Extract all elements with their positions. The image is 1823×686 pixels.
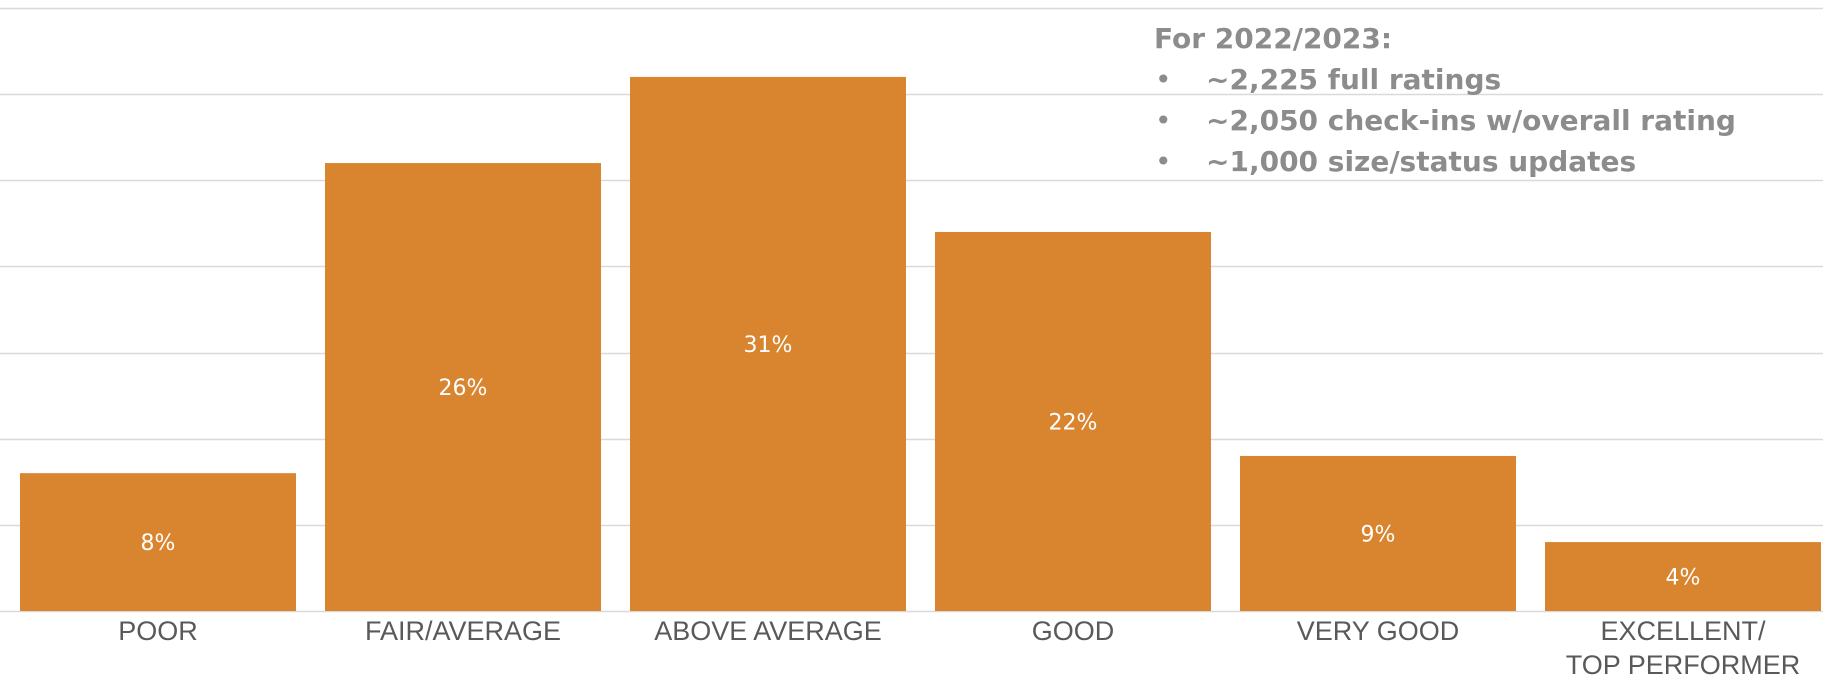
category-label: FAIR/AVERAGE xyxy=(365,616,561,646)
data-label: 4% xyxy=(1666,566,1701,591)
data-label: 26% xyxy=(439,376,488,401)
note-item: • ~1,000 size/status updates xyxy=(1154,141,1736,182)
bars xyxy=(20,76,1821,612)
bullet-icon: • xyxy=(1155,63,1172,96)
category-labels: POOR FAIR/AVERAGE ABOVE AVERAGE GOOD VERY GO… xyxy=(118,616,1800,680)
bar xyxy=(1545,542,1821,611)
bar xyxy=(1240,455,1516,611)
category-label: ABOVE AVERAGE xyxy=(654,616,882,646)
bullet-icon: • xyxy=(1155,104,1172,137)
category-label: POOR xyxy=(118,616,198,646)
data-label: 9% xyxy=(1361,522,1396,547)
note-item: • ~2,225 full ratings xyxy=(1154,59,1736,100)
bar xyxy=(325,163,601,612)
summary-note: For 2022/2023: • ~2,225 full ratings • ~2,… xyxy=(1154,18,1736,182)
data-labels: 8% 26% 31% 22% 9% 4% xyxy=(141,333,1701,591)
gridlines xyxy=(0,7,1823,613)
note-list: • ~2,225 full ratings • ~2,050 check-ins w… xyxy=(1154,59,1736,182)
bullet-icon: • xyxy=(1155,145,1172,178)
data-label: 8% xyxy=(141,531,176,556)
note-item-text: ~2,050 check-ins w/overall rating xyxy=(1206,104,1736,137)
bar xyxy=(935,231,1211,611)
note-heading: For 2022/2023: xyxy=(1154,22,1393,55)
category-label: EXCELLENT/TOP PERFORMER xyxy=(1566,616,1801,680)
bar xyxy=(20,473,296,611)
note-item: • ~2,050 check-ins w/overall rating xyxy=(1154,100,1736,141)
category-label: VERY GOOD xyxy=(1297,616,1460,646)
bar xyxy=(630,76,906,611)
note-item-text: ~2,225 full ratings xyxy=(1206,63,1502,96)
category-label: GOOD xyxy=(1032,616,1115,646)
data-label: 31% xyxy=(744,333,793,358)
note-item-text: ~1,000 size/status updates xyxy=(1206,145,1637,178)
data-label: 22% xyxy=(1049,410,1098,435)
